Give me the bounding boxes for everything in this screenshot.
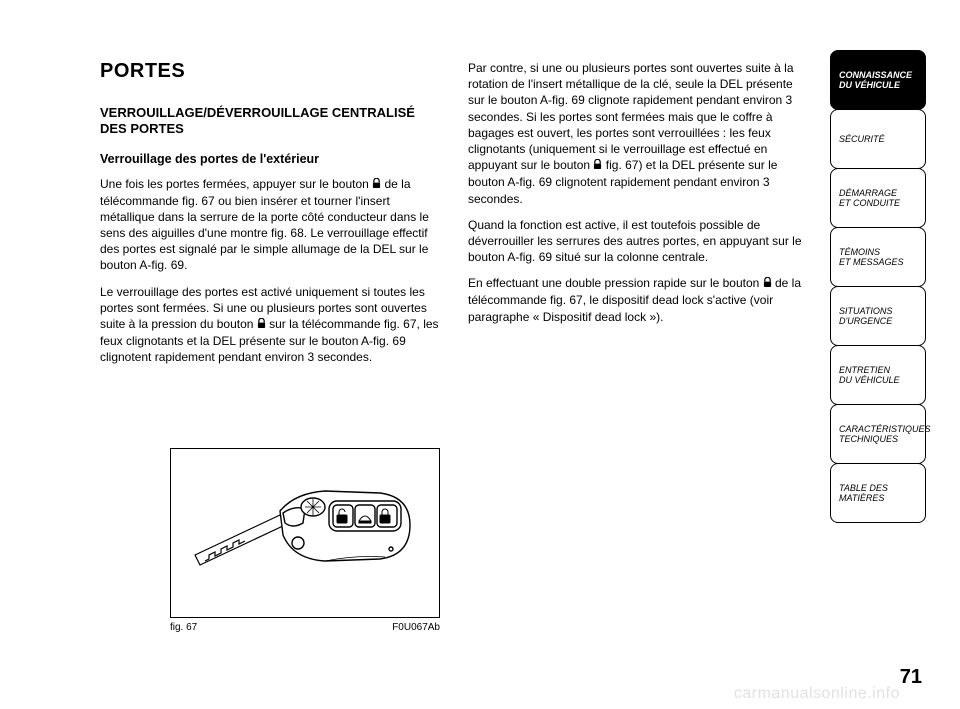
text: Quand la fonction est active, il est tou… [468,218,802,264]
tab-label-line1: SÉCURITÉ [839,134,885,144]
paragraph: Une fois les portes fermées, appuyer sur… [100,176,440,274]
paragraph: Quand la fonction est active, il est tou… [468,217,808,266]
tab-label-line1: TABLE DES [839,483,888,493]
paragraph: Le verrouillage des portes est activé un… [100,284,440,366]
tab-label-line1: CARACTÉRISTIQUES [839,424,931,434]
tab-label-line2: MATIÈRES [839,493,888,503]
tab-label-line1: TÉMOINS [839,247,904,257]
tab-urgence[interactable]: SITUATIONS D'URGENCE [830,286,926,346]
tab-label-line1: CONNAISSANCE [839,70,912,80]
page-title: PORTES [100,60,440,83]
tab-label-line2: ET MESSAGES [839,257,904,267]
tab-label-line1: DÉMARRAGE [839,188,900,198]
page-number: 71 [900,666,922,689]
figure-box [170,448,440,618]
left-column: PORTES VERROUILLAGE/DÉVERROUILLAGE CENTR… [100,60,440,366]
right-column: Par contre, si une ou plusieurs portes s… [468,60,808,366]
tab-label-line1: SITUATIONS [839,306,892,316]
tab-label-line1: ENTRETIEN [839,365,900,375]
lock-icon [372,177,381,193]
figure-label: fig. 67 [170,622,197,633]
figure-code: F0U067Ab [392,622,440,633]
tab-label-line2: DU VÉHICULE [839,80,912,90]
tab-demarrage[interactable]: DÉMARRAGE ET CONDUITE [830,168,926,228]
tab-label-line2: TECHNIQUES [839,434,931,444]
content-area: PORTES VERROUILLAGE/DÉVERROUILLAGE CENTR… [100,60,810,366]
tab-label-line2: DU VÉHICULE [839,375,900,385]
text: Une fois les portes fermées, appuyer sur… [100,177,372,191]
tab-entretien[interactable]: ENTRETIEN DU VÉHICULE [830,345,926,405]
lock-icon [763,276,772,292]
key-illustration [185,463,425,603]
tab-table-matieres[interactable]: TABLE DES MATIÈRES [830,463,926,523]
figure-caption: fig. 67 F0U067Ab [170,622,440,633]
paragraph: Par contre, si une ou plusieurs portes s… [468,60,808,207]
side-tabs: CONNAISSANCE DU VÉHICULE SÉCURITÉ DÉMARR… [830,50,926,522]
tab-label-line2: D'URGENCE [839,316,892,326]
text: Par contre, si une ou plusieurs portes s… [468,61,794,172]
tab-temoins[interactable]: TÉMOINS ET MESSAGES [830,227,926,287]
lock-icon [257,317,266,333]
figure-67: fig. 67 F0U067Ab [170,448,440,633]
tab-label-line2: ET CONDUITE [839,198,900,208]
text: En effectuant une double pression rapide… [468,276,763,290]
tab-caracteristiques[interactable]: CARACTÉRISTIQUES TECHNIQUES [830,404,926,464]
paragraph: En effectuant une double pression rapide… [468,275,808,325]
tab-securite[interactable]: SÉCURITÉ [830,109,926,169]
section-heading: VERROUILLAGE/DÉVERROUILLAGE CENTRALISÉ D… [100,105,440,138]
subsection-heading: Verrouillage des portes de l'extérieur [100,152,440,166]
tab-connaissance[interactable]: CONNAISSANCE DU VÉHICULE [830,50,926,110]
watermark: carmanualsonline.info [734,685,900,703]
page: PORTES VERROUILLAGE/DÉVERROUILLAGE CENTR… [0,0,960,709]
